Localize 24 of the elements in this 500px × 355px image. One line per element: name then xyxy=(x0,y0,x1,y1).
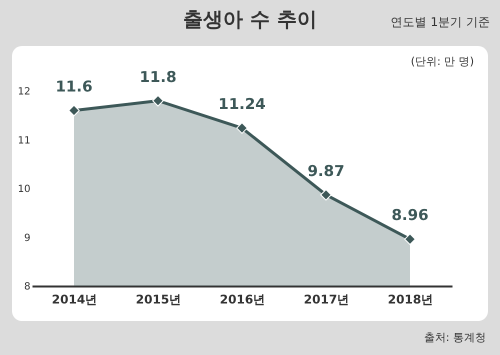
y-tick-label: 11 xyxy=(18,135,30,146)
source-note: 출처: 통계청 xyxy=(424,330,486,345)
y-tick-label: 10 xyxy=(18,184,30,195)
x-tick-label: 2017년 xyxy=(304,292,350,306)
point xyxy=(68,104,80,116)
y-tick-label: 12 xyxy=(18,86,30,98)
x-tick-label: 2015년 xyxy=(136,292,182,306)
x-tick-label: 2016년 xyxy=(220,292,266,306)
data-label: 11.24 xyxy=(218,95,266,114)
point xyxy=(152,95,164,106)
y-tick-label: 9 xyxy=(24,232,30,244)
chart-subtitle: 연도별 1분기 기준 xyxy=(390,14,490,31)
point xyxy=(404,233,416,245)
chart-title: 출생아 수 추이 xyxy=(183,7,317,31)
x-tick-label: 2018년 xyxy=(388,292,434,306)
data-label: 11.6 xyxy=(55,78,93,96)
y-tick-label: 8 xyxy=(24,282,30,292)
point xyxy=(320,189,332,201)
x-tick-label: 2014년 xyxy=(52,292,98,306)
data-label: 9.87 xyxy=(307,162,345,180)
data-label: 8.96 xyxy=(391,206,429,224)
text: (단위: 만 명) xyxy=(410,54,474,69)
point xyxy=(236,122,248,134)
data-label: 11.8 xyxy=(139,68,177,86)
